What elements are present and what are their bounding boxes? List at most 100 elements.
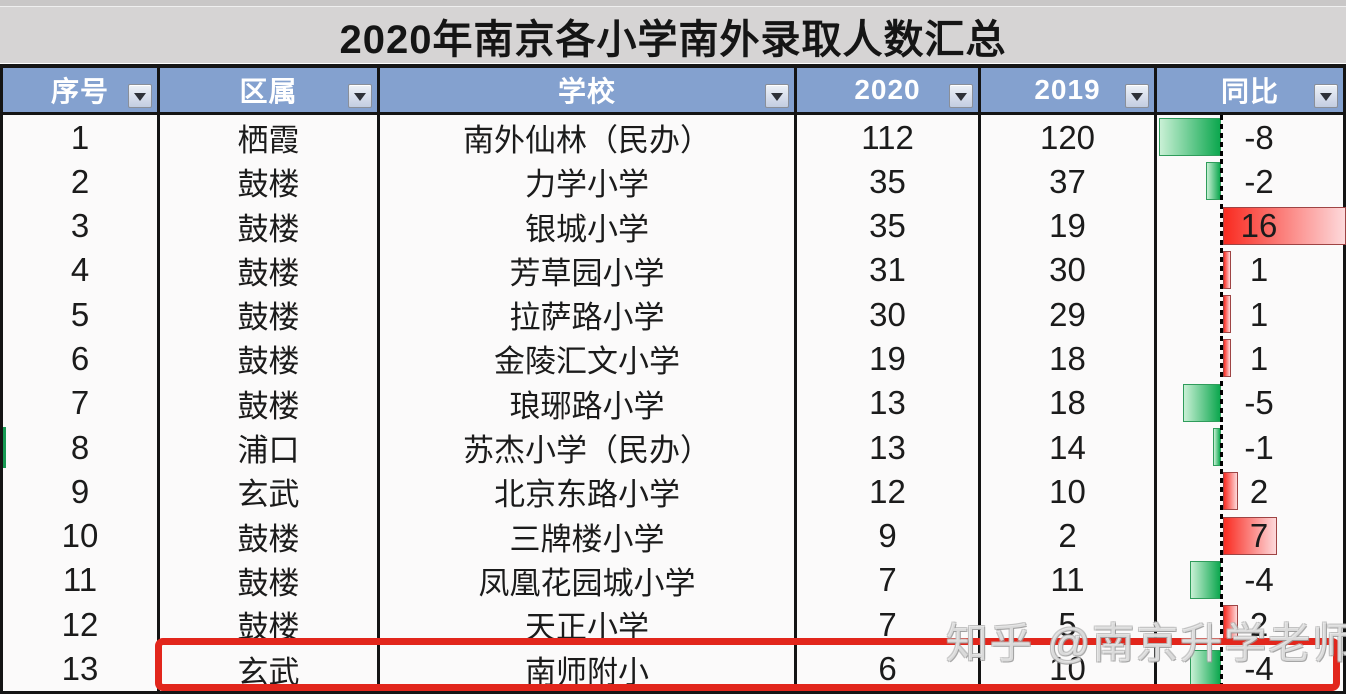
table-header: 序号 区属 学校 2020 2019 同比 bbox=[0, 68, 1346, 115]
cell-yoy: 7 bbox=[1157, 513, 1346, 562]
cell-2020: 7 bbox=[797, 602, 981, 651]
page-title: 2020年南京各小学南外录取人数汇总 bbox=[339, 17, 1007, 62]
table-row: 3 鼓楼 银城小学 35 19 16 bbox=[0, 203, 1346, 252]
yoy-zero-axis bbox=[1220, 115, 1223, 160]
cell-school: 金陵汇文小学 bbox=[380, 336, 797, 385]
header-cell-district: 区属 bbox=[160, 68, 380, 115]
cell-yoy: -1 bbox=[1157, 425, 1346, 474]
cell-2020: 7 bbox=[797, 557, 981, 606]
cell-2019: 11 bbox=[981, 557, 1157, 606]
cell-yoy-value: -2 bbox=[1244, 162, 1274, 200]
cell-yoy-value: 16 bbox=[1240, 207, 1278, 245]
cell-yoy-value: 2 bbox=[1249, 472, 1269, 510]
title-divider bbox=[0, 64, 1346, 68]
header-label-index: 序号 bbox=[50, 76, 109, 107]
filter-button-district[interactable] bbox=[348, 84, 372, 108]
bottom-strip bbox=[0, 691, 1346, 694]
yoy-zero-axis bbox=[1220, 203, 1223, 249]
filter-button-2020[interactable] bbox=[949, 84, 973, 108]
table-row: 2 鼓楼 力学小学 35 37 -2 bbox=[0, 159, 1346, 208]
cell-district: 鼓楼 bbox=[160, 247, 380, 296]
cell-district: 浦口 bbox=[160, 425, 380, 474]
cell-2019: 5 bbox=[981, 602, 1157, 651]
header-cell-school: 学校 bbox=[380, 68, 797, 115]
cell-index: 12 bbox=[0, 602, 160, 651]
cell-index: 6 bbox=[0, 336, 160, 385]
filter-dropdown-icon bbox=[955, 93, 967, 101]
yoy-zero-axis bbox=[1220, 469, 1223, 515]
filter-button-2019[interactable] bbox=[1125, 84, 1149, 108]
cell-district: 鼓楼 bbox=[160, 513, 380, 562]
cell-school: 三牌楼小学 bbox=[380, 513, 797, 562]
cell-school: 天正小学 bbox=[380, 602, 797, 651]
cell-index: 10 bbox=[0, 513, 160, 562]
filter-button-index[interactable] bbox=[128, 84, 152, 108]
cell-index: 4 bbox=[0, 247, 160, 296]
cell-index: 2 bbox=[0, 159, 160, 208]
yoy-zero-axis bbox=[1220, 602, 1223, 648]
cell-district: 鼓楼 bbox=[160, 159, 380, 208]
cell-school: 拉萨路小学 bbox=[380, 292, 797, 341]
cell-school: 北京东路小学 bbox=[380, 469, 797, 518]
cell-school: 苏杰小学（民办） bbox=[380, 425, 797, 474]
cell-index: 5 bbox=[0, 292, 160, 341]
cell-2019: 120 bbox=[981, 115, 1157, 163]
cell-2019: 19 bbox=[981, 203, 1157, 252]
cell-2019: 10 bbox=[981, 469, 1157, 518]
cell-yoy: 16 bbox=[1157, 203, 1346, 252]
cell-district: 栖霞 bbox=[160, 115, 380, 163]
cell-district: 鼓楼 bbox=[160, 292, 380, 341]
cell-2020: 112 bbox=[797, 115, 981, 163]
filter-dropdown-icon bbox=[1320, 93, 1332, 101]
cell-district: 鼓楼 bbox=[160, 336, 380, 385]
cell-yoy-value: 1 bbox=[1249, 295, 1269, 333]
table-row: 12 鼓楼 天正小学 7 5 2 bbox=[0, 602, 1346, 651]
table-row: 10 鼓楼 三牌楼小学 9 2 7 bbox=[0, 513, 1346, 562]
cell-district: 玄武 bbox=[160, 469, 380, 518]
yoy-databar bbox=[1223, 516, 1277, 555]
header-label-yoy: 同比 bbox=[1220, 76, 1279, 107]
cell-yoy: -8 bbox=[1157, 115, 1346, 163]
cell-school: 南外仙林（民办） bbox=[380, 115, 797, 163]
cell-school: 芳草园小学 bbox=[380, 247, 797, 296]
table-row: 7 鼓楼 琅琊路小学 13 18 -5 bbox=[0, 380, 1346, 429]
cell-yoy-value: 7 bbox=[1249, 517, 1269, 555]
cell-district: 鼓楼 bbox=[160, 203, 380, 252]
header-cell-yoy: 同比 bbox=[1157, 68, 1346, 115]
yoy-zero-axis bbox=[1220, 425, 1223, 471]
cell-2020: 6 bbox=[797, 646, 981, 694]
cell-2020: 31 bbox=[797, 247, 981, 296]
cell-2019: 14 bbox=[981, 425, 1157, 474]
cell-district: 鼓楼 bbox=[160, 557, 380, 606]
cell-yoy: -4 bbox=[1157, 646, 1346, 694]
cell-district: 鼓楼 bbox=[160, 380, 380, 429]
yoy-zero-axis bbox=[1220, 380, 1223, 426]
yoy-zero-axis bbox=[1220, 513, 1223, 559]
yoy-zero-axis bbox=[1220, 159, 1223, 205]
cell-2020: 19 bbox=[797, 336, 981, 385]
cell-index: 1 bbox=[0, 115, 160, 163]
cell-2019: 2 bbox=[981, 513, 1157, 562]
cell-school: 力学小学 bbox=[380, 159, 797, 208]
cell-yoy: 1 bbox=[1157, 292, 1346, 341]
cell-school: 琅琊路小学 bbox=[380, 380, 797, 429]
filter-dropdown-icon bbox=[354, 93, 366, 101]
cell-school: 银城小学 bbox=[380, 203, 797, 252]
table-row: 13 玄武 南师附小 6 10 -4 bbox=[0, 646, 1346, 694]
cell-2020: 30 bbox=[797, 292, 981, 341]
cell-index: 11 bbox=[0, 557, 160, 606]
table-row: 4 鼓楼 芳草园小学 31 30 1 bbox=[0, 247, 1346, 296]
header-cell-index: 序号 bbox=[0, 68, 160, 115]
table-row: 8 浦口 苏杰小学（民办） 13 14 -1 bbox=[0, 425, 1346, 474]
cell-district: 鼓楼 bbox=[160, 602, 380, 651]
table-row: 1 栖霞 南外仙林（民办） 112 120 -8 bbox=[0, 115, 1346, 163]
yoy-zero-axis bbox=[1220, 247, 1223, 293]
yoy-databar bbox=[1223, 339, 1231, 378]
cell-yoy-value: 1 bbox=[1249, 251, 1269, 289]
cell-yoy-value: -4 bbox=[1244, 650, 1274, 688]
cell-yoy: 2 bbox=[1157, 469, 1346, 518]
filter-button-school[interactable] bbox=[765, 84, 789, 108]
cell-2019: 37 bbox=[981, 159, 1157, 208]
filter-button-yoy[interactable] bbox=[1314, 84, 1338, 108]
